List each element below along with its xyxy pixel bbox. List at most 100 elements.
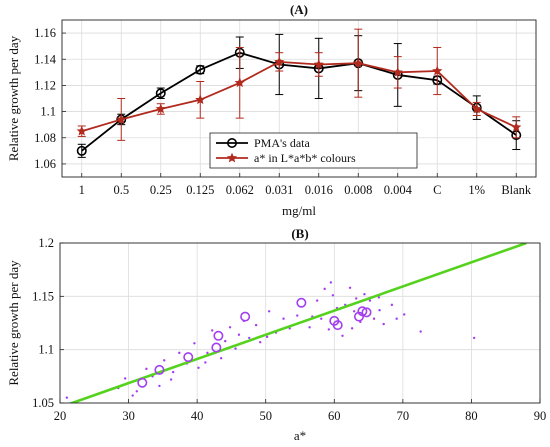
scatter-dot-b (296, 314, 299, 317)
scatter-dot-b (123, 377, 127, 380)
data-point-a-1 (432, 65, 443, 76)
scatter-dot-b (363, 293, 366, 296)
scatter-dot-b (135, 390, 138, 393)
legend-label-a-1: a* in L*a*b* colours (254, 151, 356, 165)
scatter-dot-b (234, 347, 237, 350)
x-tick-label-a: 0.5 (113, 183, 129, 197)
y-tick-label-a: 1.16 (34, 26, 56, 40)
scatter-dot-b (259, 341, 262, 344)
data-point-a-1 (274, 56, 285, 67)
x-tick-label-a: 0.004 (384, 183, 413, 197)
x-tick-label-a: 1 (79, 183, 85, 197)
scatter-dot-b (178, 351, 181, 355)
x-tick-label-b: 20 (54, 409, 67, 423)
scatter-circle-b (240, 311, 251, 322)
scatter-dot-b (403, 313, 406, 316)
scatter-circle-b (296, 297, 307, 308)
y-tick-label-a: 1.08 (34, 131, 56, 145)
scatter-dot-b (206, 351, 209, 355)
panel-b: 20 30 40 50 60 70 80 90 1.05 1.1 1.15 1.2 (B) a* Relat… (6, 226, 546, 443)
x-axis-label-b: a* (294, 428, 306, 443)
y-tick-label-b: 1.15 (32, 289, 54, 303)
scatter-dot-b (329, 281, 333, 284)
x-tick-label-a: 0.031 (265, 183, 293, 197)
scatter-dot-b (395, 317, 398, 320)
x-tick-label-b: 30 (122, 409, 135, 423)
scatter-dot-b (267, 310, 271, 313)
scatter-circle-b (332, 320, 343, 331)
scatter-dot-b (197, 366, 200, 369)
y-tick-label-a: 1.1 (40, 105, 56, 119)
y-tick-label-b: 1.1 (38, 343, 54, 357)
y-tick-label-a: 1.06 (34, 157, 56, 171)
x-tick-label-a: 0.008 (344, 183, 372, 197)
scatter-dot-b (169, 378, 173, 381)
data-point-a-1 (76, 125, 87, 136)
data-point-a-1 (471, 103, 482, 114)
scatter-dot-b (315, 299, 319, 302)
chart-title-a: (A) (290, 2, 308, 17)
scatter-dot-b (254, 323, 258, 327)
y-tick-label-a: 1.12 (34, 78, 56, 92)
scatter-dot-b (323, 287, 326, 291)
scatter-dot-b (163, 359, 166, 362)
chart-title-b: (B) (291, 226, 308, 241)
y-tick-label-b: 1.05 (32, 396, 54, 410)
scatter-dot-b (320, 317, 323, 320)
data-point-a-1 (392, 66, 403, 77)
scatter-circle-b (154, 364, 165, 375)
x-tick-label-b: 90 (534, 409, 547, 423)
data-point-a-0 (195, 64, 206, 75)
scatter-dot-b (224, 339, 227, 343)
scatter-dot-b (350, 327, 354, 330)
legend-marker-a-1 (226, 152, 238, 163)
y-axis-label-b: Relative growth per day (6, 260, 21, 386)
x-tick-label-a: 0.25 (150, 183, 172, 197)
scatter-circle-b (357, 306, 368, 317)
scatter-dot-b (352, 310, 356, 313)
x-tick-label-a: 0.062 (226, 183, 254, 197)
scatter-dot-b (131, 394, 134, 397)
data-point-a-0 (155, 88, 166, 99)
scatter-circle-b (211, 342, 222, 353)
x-tick-label-a: 1% (468, 183, 485, 197)
scatter-dot-b (219, 357, 223, 360)
scatter-circle-b (183, 352, 194, 363)
data-point-a-1 (195, 94, 206, 105)
x-tick-label-b: 50 (259, 409, 272, 423)
scatter-dot-b (204, 361, 207, 364)
legend-label-a-0: PMA's data (254, 136, 311, 150)
scatter-dot-b (368, 299, 372, 302)
legend-marker-a-0 (227, 138, 238, 149)
y-tick-label-a: 1.14 (34, 52, 57, 66)
scatter-dot-b (327, 328, 330, 331)
y-tick-label-b: 1.2 (38, 236, 54, 250)
scatter-dot-b (341, 334, 344, 337)
data-point-a-1 (353, 57, 364, 68)
scatter-circle-b (213, 330, 224, 341)
scatter-dot-b (145, 367, 148, 371)
axes-box-b (59, 242, 541, 404)
scatter-dot-b (158, 384, 161, 388)
data-point-a-1 (234, 77, 245, 88)
x-axis-label-a: mg/ml (282, 203, 316, 218)
scatter-dot-b (171, 370, 175, 374)
scatter-dot-b (377, 296, 381, 299)
scatter-dot-b (228, 326, 232, 329)
fit-line-b (68, 243, 527, 403)
scatter-dot-b (237, 333, 241, 336)
scatter-dot-b (390, 303, 394, 307)
x-tick-label-b: 40 (191, 409, 204, 423)
scatter-dot-b (282, 317, 285, 320)
x-tick-label-b: 80 (465, 409, 478, 423)
data-point-a-1 (511, 121, 522, 132)
x-tick-label-a: 0.016 (305, 183, 333, 197)
scatter-dot-b (308, 326, 311, 329)
series-line-a-1 (81, 60, 517, 133)
legend-box-a (209, 132, 418, 169)
scatter-dot-b (355, 297, 358, 300)
x-tick-label-a: C (433, 183, 441, 197)
data-point-a-1 (116, 114, 127, 124)
x-tick-label-a: Blank (501, 183, 532, 197)
